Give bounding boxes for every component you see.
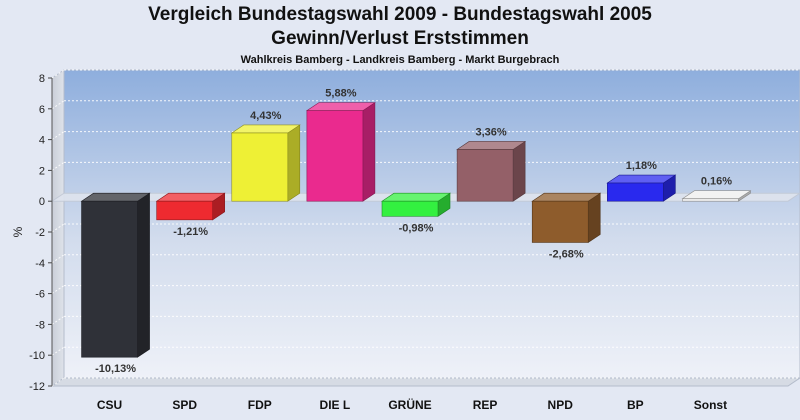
bar-rep <box>456 140 527 202</box>
bar-front <box>607 182 664 202</box>
bar-npd <box>531 192 602 244</box>
bar-top <box>681 190 752 200</box>
bar-side <box>362 102 376 202</box>
bar-front <box>306 110 364 202</box>
value-label: 1,18% <box>626 160 657 172</box>
gridline-side <box>51 254 65 264</box>
category-label: REP <box>473 398 498 412</box>
gridline-side <box>51 377 65 387</box>
value-label: 5,88% <box>325 88 356 100</box>
chart-title: Vergleich Bundestagswahl 2009 - Bundesta… <box>148 4 652 25</box>
bar-top <box>230 124 301 134</box>
bar-front <box>456 149 514 202</box>
value-label: 0,16% <box>701 176 732 188</box>
gridline-side <box>51 161 65 171</box>
category-label: FDP <box>248 398 272 412</box>
y-tick-label: 4 <box>39 135 45 147</box>
bar-side <box>587 192 601 244</box>
bar-bp <box>606 174 677 202</box>
bar-fdp <box>230 124 301 202</box>
bar-front <box>381 200 439 217</box>
bar-front <box>156 200 213 221</box>
value-label: 3,36% <box>476 126 507 138</box>
value-label: -2,68% <box>549 248 584 260</box>
value-label: -1,21% <box>173 226 208 238</box>
category-label: SPD <box>172 398 197 412</box>
category-label: Sonst <box>694 398 727 412</box>
bar-top <box>305 102 376 111</box>
bar-front <box>682 198 739 202</box>
gridline-side <box>51 346 65 356</box>
gridline-side <box>51 131 65 141</box>
y-tick-label: 6 <box>39 104 45 116</box>
bar-csu <box>80 192 151 358</box>
bar-side <box>137 192 150 358</box>
bar-top <box>531 192 602 202</box>
chart-title-secondary: Gewinn/Verlust Erststimmen <box>271 28 529 49</box>
y-tick-label: 2 <box>39 165 45 177</box>
gridline-side <box>51 100 65 110</box>
y-tick-label: -6 <box>35 289 45 301</box>
gridline-side <box>51 69 65 79</box>
y-tick-label: -2 <box>35 227 45 239</box>
category-label: DIE L <box>320 398 351 412</box>
bar-top <box>456 141 527 150</box>
bar-sonst <box>681 190 752 202</box>
bar-side <box>512 140 526 202</box>
bar-front <box>531 200 589 243</box>
plot-side-wall <box>51 69 65 387</box>
bar-die-l <box>305 102 376 202</box>
y-tick-label: -8 <box>35 319 45 331</box>
y-axis-label: % <box>11 226 25 237</box>
y-tick-label: -10 <box>29 350 45 362</box>
bar-top <box>80 192 151 202</box>
bar-top <box>155 192 226 202</box>
bar-front <box>231 132 289 202</box>
y-tick-label: 8 <box>39 73 45 85</box>
bar-top <box>606 174 677 184</box>
y-tick-label: -12 <box>29 381 45 393</box>
category-label: BP <box>627 398 644 412</box>
y-tick-label: -4 <box>35 258 45 270</box>
gridline-side <box>51 285 65 295</box>
gridline-side <box>51 223 65 233</box>
category-label: GRÜNE <box>388 397 431 412</box>
plot-floor <box>50 377 800 387</box>
category-label: NPD <box>548 398 574 412</box>
value-label: -0,98% <box>399 222 434 234</box>
bar-side <box>287 124 301 202</box>
category-label: CSU <box>97 398 122 412</box>
bar-top <box>381 192 451 202</box>
bar-front <box>81 200 138 358</box>
bar-spd <box>155 192 226 221</box>
gridline-side <box>51 315 65 325</box>
chart-subtitle: Wahlkreis Bamberg - Landkreis Bamberg - … <box>240 54 560 66</box>
value-label: -10,13% <box>95 363 136 375</box>
bar-grüne <box>381 192 451 217</box>
value-label: 4,43% <box>250 110 281 122</box>
y-tick-label: 0 <box>39 196 45 208</box>
